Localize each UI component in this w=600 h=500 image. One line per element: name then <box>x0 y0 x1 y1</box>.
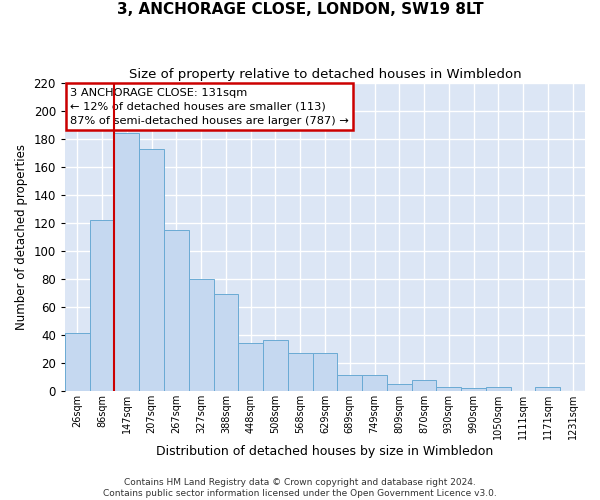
Title: Size of property relative to detached houses in Wimbledon: Size of property relative to detached ho… <box>128 68 521 80</box>
Bar <box>164 230 189 391</box>
Bar <box>238 343 263 391</box>
Bar <box>337 376 362 391</box>
Bar <box>189 279 214 391</box>
X-axis label: Distribution of detached houses by size in Wimbledon: Distribution of detached houses by size … <box>157 444 494 458</box>
Bar <box>263 340 288 391</box>
Bar <box>288 353 313 391</box>
Bar <box>139 149 164 391</box>
Text: Contains HM Land Registry data © Crown copyright and database right 2024.
Contai: Contains HM Land Registry data © Crown c… <box>103 478 497 498</box>
Bar <box>214 294 238 391</box>
Bar <box>412 380 436 391</box>
Bar <box>362 376 387 391</box>
Bar <box>486 386 511 391</box>
Bar <box>90 220 115 391</box>
Bar <box>115 134 139 391</box>
Text: 3 ANCHORAGE CLOSE: 131sqm
← 12% of detached houses are smaller (113)
87% of semi: 3 ANCHORAGE CLOSE: 131sqm ← 12% of detac… <box>70 88 349 126</box>
Text: 3, ANCHORAGE CLOSE, LONDON, SW19 8LT: 3, ANCHORAGE CLOSE, LONDON, SW19 8LT <box>116 2 484 18</box>
Bar <box>535 386 560 391</box>
Bar <box>65 334 90 391</box>
Bar <box>387 384 412 391</box>
Bar <box>436 386 461 391</box>
Bar <box>313 353 337 391</box>
Bar <box>461 388 486 391</box>
Y-axis label: Number of detached properties: Number of detached properties <box>15 144 28 330</box>
